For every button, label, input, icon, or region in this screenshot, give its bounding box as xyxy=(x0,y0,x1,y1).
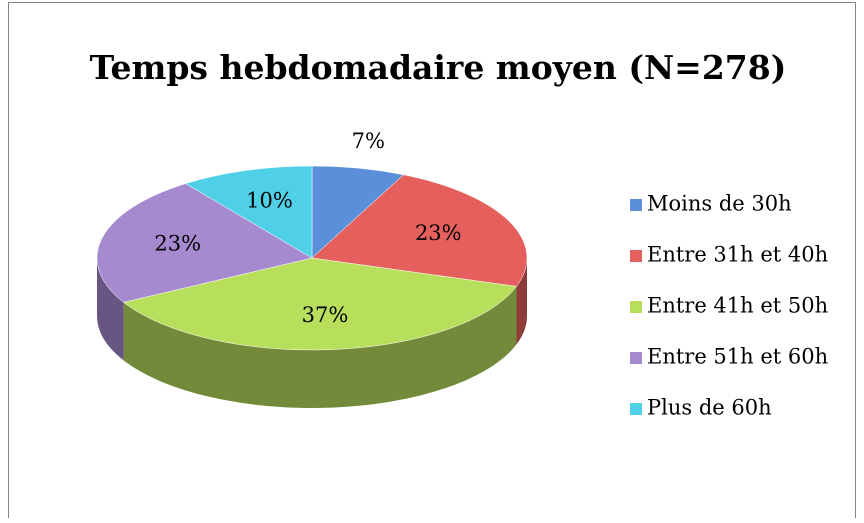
legend-swatch xyxy=(630,250,642,262)
legend-swatch xyxy=(630,199,642,211)
legend-label: Entre 31h et 40h xyxy=(647,243,828,267)
data-label: 23% xyxy=(154,232,201,256)
pie-slice xyxy=(185,165,313,259)
data-label: 37% xyxy=(302,303,349,327)
pie-slice xyxy=(311,174,528,287)
data-label: 10% xyxy=(246,189,293,213)
data-label: 7% xyxy=(352,129,385,153)
pie-slice-side xyxy=(123,286,517,409)
chart-title: Temps hebdomadaire moyen (N=278) xyxy=(90,48,787,87)
legend-label: Entre 41h et 50h xyxy=(647,294,828,318)
pie-slice xyxy=(123,257,517,351)
legend-label: Entre 51h et 60h xyxy=(647,345,828,369)
data-label: 23% xyxy=(415,221,462,245)
pie-slice-side xyxy=(97,258,124,361)
legend-swatch xyxy=(630,403,642,415)
legend-label: Plus de 60h xyxy=(647,396,772,420)
pie-slice xyxy=(96,183,313,303)
pie-slice-side xyxy=(516,258,527,345)
legend-label: Moins de 30h xyxy=(647,192,792,216)
legend-swatch xyxy=(630,352,642,364)
legend-swatch xyxy=(630,301,642,313)
